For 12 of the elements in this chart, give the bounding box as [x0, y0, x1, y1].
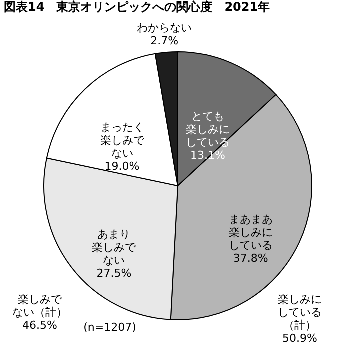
slice-label: わからない: [137, 22, 192, 35]
chart-title: 図表14 東京オリンピックへの関心度 2021年: [4, 0, 270, 14]
text: 楽しみにしている（計） 50.9%: [278, 293, 322, 345]
text: 楽しみでない（計） 46.5%: [12, 293, 68, 332]
data-label: 27.5%: [96, 266, 132, 280]
data-label: 19.0%: [104, 160, 140, 174]
slice-label: あまり楽しみでない: [92, 228, 138, 267]
data-label: 37.8%: [233, 252, 268, 266]
text: (n=1207): [84, 321, 136, 334]
data-label: 2.7%: [150, 34, 179, 48]
slice-label: まあまあ楽しみにしている: [228, 213, 273, 252]
slice-label: まったく楽しみでない: [100, 121, 146, 160]
